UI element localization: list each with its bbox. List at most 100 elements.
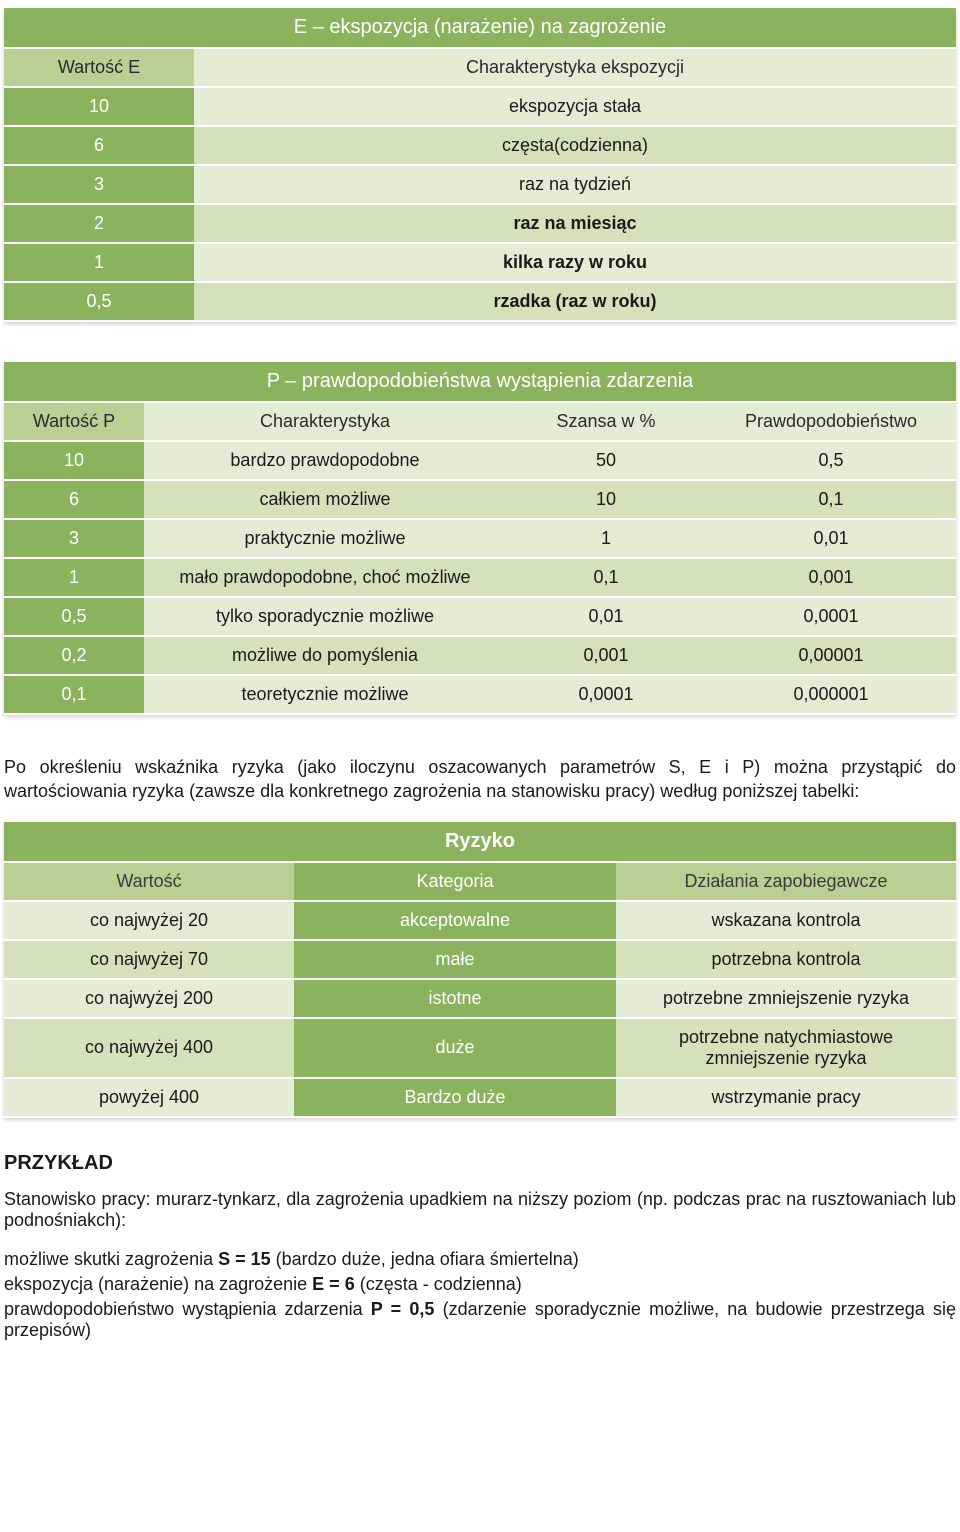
table-e-value: 2 xyxy=(4,205,194,244)
table-p-cell: mało prawdopodobne, choć możliwe xyxy=(144,559,506,598)
table-r: Ryzyko Wartość Kategoria Działania zapob… xyxy=(4,822,956,1118)
example-line: możliwe skutki zagrożenia S = 15 (bardzo… xyxy=(4,1249,956,1270)
table-e-value: 6 xyxy=(4,127,194,166)
table-row: 2raz na miesiąc xyxy=(4,205,956,244)
example-line-pre: możliwe skutki zagrożenia xyxy=(4,1249,218,1269)
example-heading: PRZYKŁAD xyxy=(4,1152,956,1175)
table-p-title: P – prawdopodobieństwa wystąpienia zdarz… xyxy=(4,362,956,403)
table-row: 0,1teoretycznie możliwe0,00010,000001 xyxy=(4,676,956,715)
table-e-value: 1 xyxy=(4,244,194,283)
table-e-value: 0,5 xyxy=(4,283,194,322)
table-p-cell: 10 xyxy=(506,481,706,520)
table-r-cell: co najwyżej 400 xyxy=(4,1019,294,1079)
table-p-cell: 3 xyxy=(4,520,144,559)
table-p-cell: tylko sporadycznie możliwe xyxy=(144,598,506,637)
table-p-cell: 1 xyxy=(4,559,144,598)
table-p-cell: teoretycznie możliwe xyxy=(144,676,506,715)
example-line-pre: ekspozycja (narażenie) na zagrożenie xyxy=(4,1274,312,1294)
table-p-cell: 0,5 xyxy=(706,442,956,481)
table-row: 1mało prawdopodobne, choć możliwe0,10,00… xyxy=(4,559,956,598)
table-row: 0,2możliwe do pomyślenia0,0010,00001 xyxy=(4,637,956,676)
table-p-cell: 0,01 xyxy=(706,520,956,559)
table-e-h0: Wartość E xyxy=(4,49,194,88)
table-r-cell: małe xyxy=(294,941,616,980)
table-row: co najwyżej 400dużepotrzebne natychmiast… xyxy=(4,1019,956,1079)
table-row: 1kilka razy w roku xyxy=(4,244,956,283)
table-r-cell: istotne xyxy=(294,980,616,1019)
table-row: 3raz na tydzień xyxy=(4,166,956,205)
table-r-cell: co najwyżej 70 xyxy=(4,941,294,980)
table-e: E – ekspozycja (narażenie) na zagrożenie… xyxy=(4,8,956,322)
example-line: prawdopodobieństwo wystąpienia zdarzenia… xyxy=(4,1299,956,1341)
paragraph-intro: Po określeniu wskaźnika ryzyka (jako ilo… xyxy=(4,755,956,804)
table-p-cell: praktycznie możliwe xyxy=(144,520,506,559)
table-e-desc: ekspozycja stała xyxy=(194,88,956,127)
table-p-cell: 0,001 xyxy=(506,637,706,676)
table-e-value: 3 xyxy=(4,166,194,205)
table-row: 3praktycznie możliwe10,01 xyxy=(4,520,956,559)
table-e-desc: rzadka (raz w roku) xyxy=(194,283,956,322)
table-p-cell: 0,001 xyxy=(706,559,956,598)
table-p-cell: 0,000001 xyxy=(706,676,956,715)
table-r-cell: duże xyxy=(294,1019,616,1079)
table-p-h0: Wartość P xyxy=(4,403,144,442)
table-row: co najwyżej 70małepotrzebna kontrola xyxy=(4,941,956,980)
table-p-h3: Prawdopodobieństwo xyxy=(706,403,956,442)
example-line-post: (bardzo duże, jedna ofiara śmiertelna) xyxy=(271,1249,579,1269)
table-p-cell: 10 xyxy=(4,442,144,481)
table-e-h1: Charakterystyka ekspozycji xyxy=(194,49,956,88)
table-p-cell: całkiem możliwe xyxy=(144,481,506,520)
table-r-h2: Działania zapobiegawcze xyxy=(616,863,956,902)
table-p-cell: 0,5 xyxy=(4,598,144,637)
table-p-cell: 50 xyxy=(506,442,706,481)
table-p-cell: bardzo prawdopodobne xyxy=(144,442,506,481)
table-r-cell: powyżej 400 xyxy=(4,1079,294,1118)
table-p-cell: 0,01 xyxy=(506,598,706,637)
table-r-cell: wstrzymanie pracy xyxy=(616,1079,956,1118)
table-row: 6całkiem możliwe100,1 xyxy=(4,481,956,520)
table-p-cell: 0,1 xyxy=(706,481,956,520)
table-e-value: 10 xyxy=(4,88,194,127)
table-e-desc: raz na miesiąc xyxy=(194,205,956,244)
table-r-cell: potrzebne natychmiastowe zmniejszenie ry… xyxy=(616,1019,956,1079)
example-line-post: (częsta - codzienna) xyxy=(355,1274,522,1294)
table-e-desc: raz na tydzień xyxy=(194,166,956,205)
table-p-cell: 0,0001 xyxy=(506,676,706,715)
table-row: 0,5tylko sporadycznie możliwe0,010,0001 xyxy=(4,598,956,637)
table-p-cell: 6 xyxy=(4,481,144,520)
table-row: co najwyżej 200istotnepotrzebne zmniejsz… xyxy=(4,980,956,1019)
table-p-cell: 0,1 xyxy=(506,559,706,598)
example-line-bold: P = 0,5 xyxy=(371,1299,435,1319)
table-p: P – prawdopodobieństwa wystąpienia zdarz… xyxy=(4,362,956,715)
example-intro: Stanowisko pracy: murarz-tynkarz, dla za… xyxy=(4,1189,956,1231)
table-p-cell: 0,00001 xyxy=(706,637,956,676)
table-p-cell: 0,2 xyxy=(4,637,144,676)
table-row: 10bardzo prawdopodobne500,5 xyxy=(4,442,956,481)
table-row: powyżej 400Bardzo dużewstrzymanie pracy xyxy=(4,1079,956,1118)
table-p-cell: 1 xyxy=(506,520,706,559)
table-e-desc: częsta(codzienna) xyxy=(194,127,956,166)
table-r-cell: wskazana kontrola xyxy=(616,902,956,941)
table-r-cell: potrzebna kontrola xyxy=(616,941,956,980)
table-p-h1: Charakterystyka xyxy=(144,403,506,442)
table-r-cell: co najwyżej 200 xyxy=(4,980,294,1019)
table-row: 6częsta(codzienna) xyxy=(4,127,956,166)
table-p-h2: Szansa w % xyxy=(506,403,706,442)
table-e-desc: kilka razy w roku xyxy=(194,244,956,283)
example-line-bold: E = 6 xyxy=(312,1274,355,1294)
example-line: ekspozycja (narażenie) na zagrożenie E =… xyxy=(4,1274,956,1295)
table-p-cell: 0,0001 xyxy=(706,598,956,637)
table-row: 10ekspozycja stała xyxy=(4,88,956,127)
table-p-cell: możliwe do pomyślenia xyxy=(144,637,506,676)
table-e-title: E – ekspozycja (narażenie) na zagrożenie xyxy=(4,8,956,49)
table-p-cell: 0,1 xyxy=(4,676,144,715)
table-r-title: Ryzyko xyxy=(4,822,956,863)
table-r-cell: Bardzo duże xyxy=(294,1079,616,1118)
table-r-cell: potrzebne zmniejszenie ryzyka xyxy=(616,980,956,1019)
table-r-h0: Wartość xyxy=(4,863,294,902)
example-line-bold: S = 15 xyxy=(218,1249,271,1269)
table-r-cell: akceptowalne xyxy=(294,902,616,941)
table-r-cell: co najwyżej 20 xyxy=(4,902,294,941)
table-row: 0,5rzadka (raz w roku) xyxy=(4,283,956,322)
example-line-pre: prawdopodobieństwo wystąpienia zdarzenia xyxy=(4,1299,371,1319)
